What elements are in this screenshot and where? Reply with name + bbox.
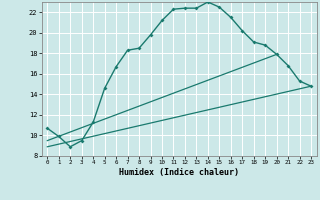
X-axis label: Humidex (Indice chaleur): Humidex (Indice chaleur): [119, 168, 239, 177]
